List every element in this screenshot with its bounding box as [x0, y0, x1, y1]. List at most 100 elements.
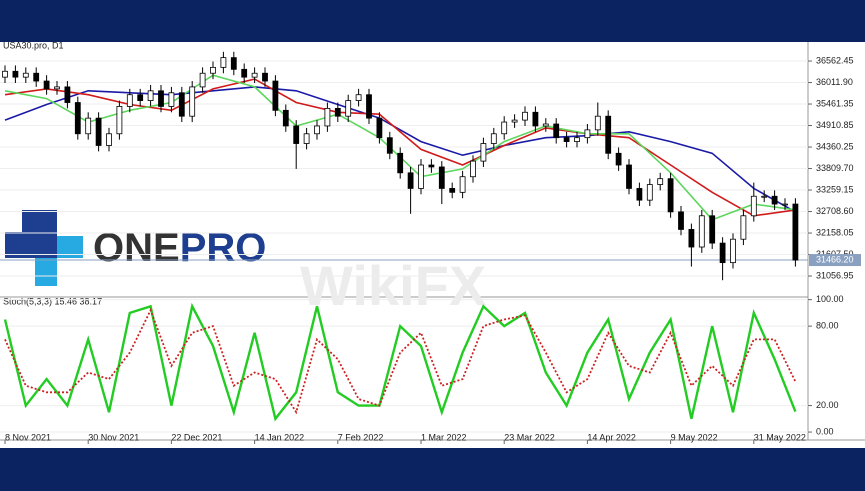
candle-body: [199, 72, 206, 88]
candle-body: [594, 115, 601, 131]
x-tick-label: 7 Feb 2022: [338, 432, 384, 442]
y-tick-label: 35461.35: [816, 98, 854, 108]
stoch-main: [3, 302, 797, 422]
candle-body: [657, 178, 664, 185]
logo-text: ONEPRO: [93, 226, 266, 270]
candle-body: [459, 176, 466, 193]
candle-body: [386, 137, 393, 154]
y-tick-label: 32158.05: [816, 227, 854, 237]
candle-body: [334, 107, 341, 117]
candle-body: [522, 111, 528, 121]
x-tick-label: 14 Jan 2022: [255, 432, 305, 442]
candle-body: [282, 109, 289, 127]
candle-body: [750, 195, 757, 217]
candle-body: [782, 203, 788, 206]
candle-body: [262, 72, 268, 82]
candle-body: [106, 133, 112, 146]
x-tick-label: 14 Apr 2022: [587, 432, 636, 442]
candle-body: [542, 123, 549, 127]
logo-pro: PRO: [180, 226, 267, 270]
y-tick-label: 80.00: [816, 321, 839, 331]
y-tick-label: 31056.95: [816, 270, 854, 280]
logo-shape: [35, 258, 57, 286]
candle-body: [646, 184, 653, 201]
logo-one: ONE: [93, 226, 180, 270]
candle-body: [428, 164, 435, 168]
y-tick-label: 31607.50: [816, 249, 854, 259]
candle-body: [470, 160, 476, 178]
y-tick-label: 100.00: [816, 294, 844, 304]
candle-body: [438, 166, 445, 189]
y-tick-label: 33809.70: [816, 163, 854, 173]
candle-body: [303, 133, 310, 144]
candle-body: [574, 137, 580, 142]
candle-body: [95, 117, 102, 146]
candle-body: [168, 92, 175, 107]
x-tick-label: 23 Mar 2022: [504, 432, 555, 442]
candle-body: [532, 111, 539, 127]
candle-body: [792, 203, 799, 261]
candle-body: [490, 133, 497, 144]
candle-body: [688, 229, 695, 248]
candle-body: [480, 143, 487, 162]
candle-body: [126, 94, 133, 107]
y-tick-label: 34910.85: [816, 120, 854, 130]
candle-body: [64, 86, 71, 103]
x-tick-label: 1 Mar 2022: [421, 432, 467, 442]
moving-average: [4, 78, 796, 217]
candle-body: [698, 215, 705, 248]
candle-body: [667, 178, 674, 213]
y-tick-label: 32708.60: [816, 206, 854, 216]
candle-body: [158, 90, 164, 107]
candle-body: [355, 94, 362, 101]
stoch-panel-title: Stoch(5,3,3) 15.46 38.17: [3, 296, 102, 306]
x-tick-label: 31 May 2022: [754, 432, 806, 442]
candle-body: [584, 129, 591, 139]
x-tick-label: 8 Nov 2021: [5, 432, 51, 442]
candle-body: [33, 72, 40, 82]
candle-body: [719, 242, 726, 264]
candle-body: [137, 94, 144, 101]
candle-body: [501, 121, 508, 135]
candle-body: [511, 119, 518, 123]
candle-body: [418, 164, 424, 189]
y-tick-label: 34360.25: [816, 141, 854, 151]
candle-body: [626, 164, 632, 189]
candle-body: [449, 188, 456, 193]
candle-body: [709, 215, 716, 244]
candle-body: [74, 102, 81, 135]
candle-body: [345, 100, 352, 117]
candle-body: [116, 106, 123, 135]
x-tick-label: 30 Nov 2021: [88, 432, 139, 442]
candle-body: [553, 123, 560, 139]
candle-body: [314, 125, 320, 135]
candle-body: [85, 117, 92, 135]
candle-body: [376, 117, 383, 139]
candle-body: [230, 57, 237, 70]
candle-body: [22, 72, 29, 78]
candle-body: [407, 172, 414, 189]
candle-body: [636, 188, 643, 201]
logo-shape: [5, 232, 35, 258]
candle-body: [43, 80, 50, 90]
candle-body: [272, 80, 279, 111]
candle-body: [397, 152, 404, 174]
stoch-signal: [4, 307, 797, 415]
logo-shape: [57, 236, 83, 258]
logo-shape: [22, 210, 57, 258]
candle-body: [241, 68, 248, 78]
x-tick-label: 22 Dec 2021: [171, 432, 222, 442]
candle-body: [189, 86, 196, 117]
y-tick-label: 0.00: [816, 426, 834, 436]
candle-body: [615, 152, 622, 166]
y-tick-label: 20.00: [816, 400, 839, 410]
last-price-box: [809, 254, 861, 267]
candle-body: [220, 57, 227, 68]
candle-body: [2, 70, 8, 78]
candle-body: [12, 70, 19, 78]
candle-body: [605, 115, 612, 154]
candle-body: [147, 90, 154, 101]
last-price-label: 31466.20: [816, 254, 854, 264]
watermark-wikifx: WikiFX: [300, 254, 486, 317]
